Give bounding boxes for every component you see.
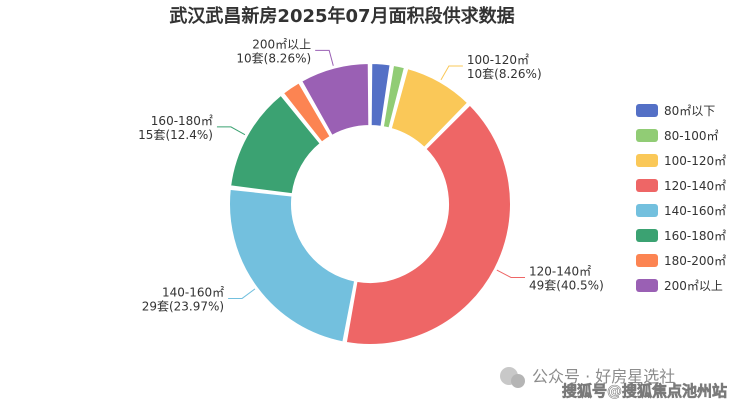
watermark-line2: 搜狐号@搜狐焦点池州站 <box>562 382 727 400</box>
callout-category-2: 120-140㎡ <box>529 264 591 278</box>
legend-swatch-4 <box>636 179 658 192</box>
wechat-icon-bubble <box>511 374 525 388</box>
slice-2 <box>381 63 406 130</box>
legend-label-1: 80㎡以下 <box>664 104 715 118</box>
callout-value-3: 29套(23.97%) <box>142 299 224 313</box>
callout-value-2: 49套(40.5%) <box>529 278 604 292</box>
legend-swatch-6 <box>636 229 658 242</box>
callout-value-5: 10套(8.26%) <box>236 51 311 65</box>
slice-7 <box>281 81 332 144</box>
callout-line-3 <box>228 288 256 299</box>
slice-callouts: 100-120㎡10套(8.26%)120-140㎡49套(40.5%)140-… <box>138 37 604 313</box>
slice-6 <box>229 93 322 196</box>
legend-label-8: 200㎡以上 <box>664 279 723 293</box>
callout-line-2 <box>496 269 526 278</box>
slice-5 <box>228 187 357 344</box>
slice-3 <box>389 67 470 149</box>
slice-8 <box>300 62 371 137</box>
chart-legend: 80㎡以下 80-100㎡ 100-120㎡ 120-140㎡ 140-160㎡ 160-… <box>636 104 726 293</box>
legend-label-5: 140-160㎡ <box>664 204 726 218</box>
legend-label-3: 100-120㎡ <box>664 154 726 168</box>
legend-label-2: 80-100㎡ <box>664 129 719 143</box>
legend-swatch-5 <box>636 204 658 217</box>
callout-category-1: 100-120㎡ <box>467 53 529 67</box>
donut-slices <box>228 62 512 346</box>
callout-category-3: 140-160㎡ <box>162 285 224 299</box>
callout-value-1: 10套(8.26%) <box>467 67 542 81</box>
callout-category-4: 160-180㎡ <box>151 114 213 128</box>
watermark: 公众号 · 好房星选社 搜狐号@搜狐焦点池州站 <box>500 367 727 400</box>
legend-label-7: 180-200㎡ <box>664 254 726 268</box>
slice-1 <box>369 62 392 128</box>
chart-title: 武汉武昌新房2025年07月面积段供求数据 <box>169 5 514 27</box>
legend-label-6: 160-180㎡ <box>664 229 726 243</box>
slice-4 <box>344 103 512 346</box>
legend-swatch-2 <box>636 129 658 142</box>
watermark-line1: 公众号 · 好房星选社 <box>532 367 675 386</box>
callout-line-5 <box>315 49 334 66</box>
callout-category-5: 200㎡以上 <box>252 37 311 51</box>
callout-value-4: 15套(12.4%) <box>138 128 213 142</box>
legend-swatch-7 <box>636 254 658 267</box>
legend-swatch-1 <box>636 104 658 117</box>
legend-swatch-3 <box>636 154 658 167</box>
callout-line-4 <box>216 126 246 136</box>
callout-line-1 <box>440 65 463 81</box>
legend-label-4: 120-140㎡ <box>664 179 726 193</box>
legend-swatch-8 <box>636 279 658 292</box>
